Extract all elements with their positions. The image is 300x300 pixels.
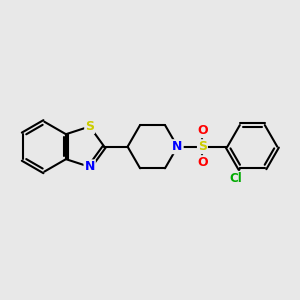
Text: O: O [197,124,208,137]
Text: N: N [172,140,183,153]
Text: O: O [197,156,208,169]
Text: Cl: Cl [230,172,242,185]
Text: N: N [85,160,95,173]
Text: S: S [198,140,207,153]
Text: S: S [85,120,94,133]
